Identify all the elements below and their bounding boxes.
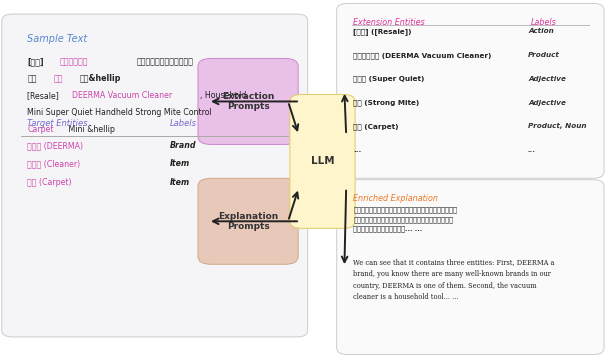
Text: Extension Entities: Extension Entities: [353, 18, 425, 26]
Text: [转卖]: [转卖]: [27, 57, 44, 66]
FancyBboxPatch shape: [290, 95, 355, 228]
Text: Mini &hellip: Mini &hellip: [66, 125, 116, 134]
Text: 我们可以发现它包含了三个实体首先，德尔玛是一个品牌，
你们知道我们国家有很多知名品牌，德尔玛就是其中之一
其次，吸尘器是一种家务工具... ...: 我们可以发现它包含了三个实体首先，德尔玛是一个品牌， 你们知道我们国家有很多知名…: [353, 207, 457, 232]
Text: Brand: Brand: [170, 141, 196, 150]
Text: Product, Noun: Product, Noun: [528, 123, 587, 130]
FancyBboxPatch shape: [337, 4, 604, 178]
Text: Adjective: Adjective: [528, 100, 566, 106]
Text: 除螨: 除螨: [27, 74, 37, 83]
Text: 超静音 (Super Quiet): 超静音 (Super Quiet): [353, 76, 424, 82]
Text: Labels: Labels: [170, 119, 196, 128]
FancyBboxPatch shape: [2, 14, 308, 337]
Text: ...: ...: [353, 147, 362, 153]
Text: [Resale]: [Resale]: [27, 91, 61, 100]
Text: 强力 (Strong Mite): 强力 (Strong Mite): [353, 100, 420, 106]
Text: Item: Item: [170, 178, 190, 187]
Text: Explanation
Prompts: Explanation Prompts: [218, 212, 278, 231]
Text: Extraction
Prompts: Extraction Prompts: [222, 92, 274, 111]
Text: 地毯 (Carpet): 地毯 (Carpet): [353, 123, 399, 130]
Text: 地毯: 地毯: [54, 74, 63, 83]
Text: Labels: Labels: [531, 18, 557, 26]
Text: Sample Text: Sample Text: [27, 34, 88, 44]
Text: 迷你&hellip: 迷你&hellip: [80, 74, 121, 83]
Text: LLM: LLM: [311, 156, 334, 166]
Text: 地毯 (Carpet): 地毯 (Carpet): [27, 178, 72, 187]
Text: Product: Product: [528, 52, 560, 58]
Text: Action: Action: [528, 28, 554, 34]
Text: Target Entities: Target Entities: [27, 119, 88, 128]
Text: DEERMA Vacuum Cleaner: DEERMA Vacuum Cleaner: [72, 91, 172, 100]
Text: Enriched Explanation: Enriched Explanation: [353, 194, 438, 203]
Text: 德尔玛吸尘器 (DEERMA Vacuum Cleaner): 德尔玛吸尘器 (DEERMA Vacuum Cleaner): [353, 52, 492, 59]
Text: Adjective: Adjective: [528, 76, 566, 82]
Text: Carpet: Carpet: [27, 125, 54, 134]
FancyBboxPatch shape: [198, 178, 298, 264]
Text: We can see that it contains three entities: First, DEERMA a
brand, you know ther: We can see that it contains three entiti…: [353, 258, 554, 301]
Text: 德尔玛 (DEERMA): 德尔玛 (DEERMA): [27, 141, 83, 150]
Text: Mini Super Quiet Handheld Strong Mite Control: Mini Super Quiet Handheld Strong Mite Co…: [27, 108, 212, 117]
FancyBboxPatch shape: [198, 58, 298, 145]
Text: Item: Item: [170, 159, 190, 168]
FancyBboxPatch shape: [337, 180, 604, 354]
Text: 德尔玛吸尘器: 德尔玛吸尘器: [60, 57, 88, 66]
Text: [转卖] ([Resale]): [转卖] ([Resale]): [353, 28, 412, 35]
Text: 吸尘器 (Cleaner): 吸尘器 (Cleaner): [27, 159, 80, 168]
Text: ...: ...: [528, 147, 536, 153]
Text: , Household: , Household: [201, 91, 247, 100]
Text: 家用小型超静音手持式强力: 家用小型超静音手持式强力: [137, 57, 194, 66]
